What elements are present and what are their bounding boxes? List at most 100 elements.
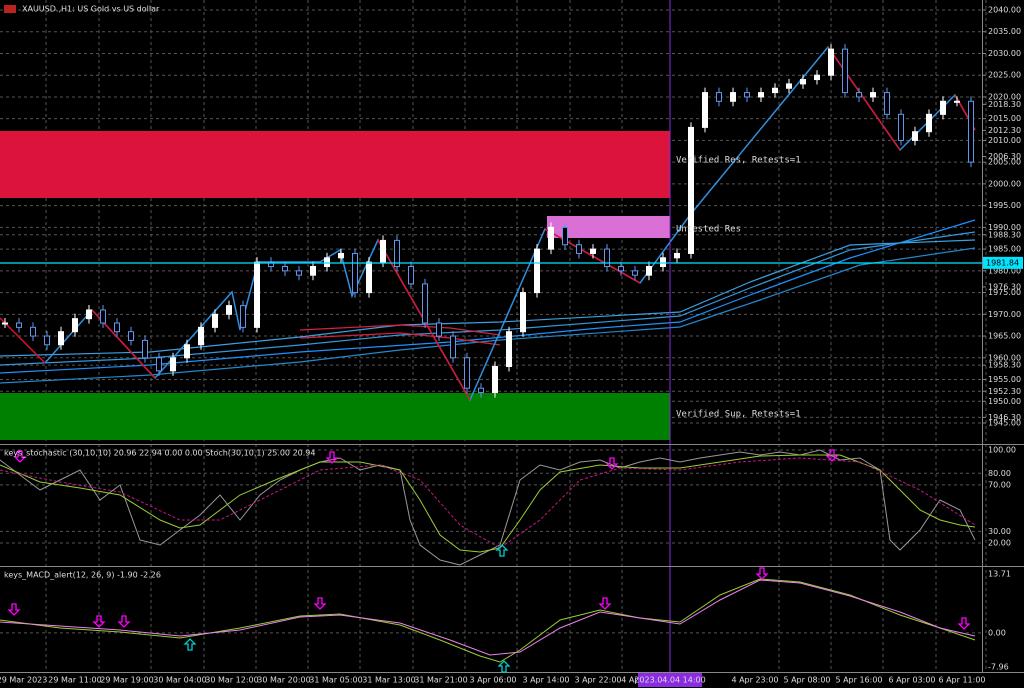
candle — [226, 305, 232, 315]
candle — [114, 322, 120, 333]
candle — [156, 357, 162, 372]
price-label: 1945.00 — [988, 419, 1021, 428]
candle — [646, 265, 652, 276]
candle — [128, 331, 134, 341]
time-label: 31 Mar 05:00 — [309, 676, 362, 685]
zone-label: Verified Res, Retests=1 — [676, 156, 801, 166]
current-price-box — [983, 256, 1023, 269]
candle — [618, 265, 624, 272]
candle — [576, 244, 582, 254]
candle — [688, 126, 694, 254]
price-label: 2030.00 — [988, 49, 1021, 58]
candle — [884, 92, 890, 115]
candle — [772, 87, 778, 94]
price-label: 2015.00 — [988, 114, 1021, 123]
candle — [730, 92, 736, 102]
candle — [548, 226, 554, 250]
price-label: 1970.00 — [988, 310, 1021, 319]
candle — [100, 309, 106, 324]
candle — [30, 326, 36, 337]
candle — [408, 265, 414, 285]
candle — [674, 252, 680, 259]
price-label: 1965.00 — [988, 332, 1021, 341]
price-label: 2012.30 — [988, 126, 1021, 135]
zigzag-down — [827, 46, 901, 151]
candle — [464, 357, 470, 389]
price-label: 2005.00 — [988, 158, 1021, 167]
macd-main — [0, 578, 976, 663]
candle — [520, 292, 526, 333]
candle — [534, 248, 540, 294]
candle — [240, 305, 246, 328]
candle — [814, 74, 820, 81]
macd-signal — [0, 579, 976, 656]
price-label: 1975.00 — [988, 288, 1021, 297]
candle — [2, 322, 8, 325]
time-label: 6 Apr 11:00 — [938, 676, 985, 685]
price-label: 1955.00 — [988, 375, 1021, 384]
stoch-signal — [0, 454, 976, 553]
price-label: 2035.00 — [988, 27, 1021, 36]
macd-label: 13.71 — [988, 570, 1011, 579]
time-label: 30 Mar 04:00 — [153, 676, 206, 685]
candle — [660, 257, 666, 267]
candle — [632, 270, 638, 276]
candle — [702, 92, 708, 128]
time-label: 3 Apr 22:00 — [574, 676, 621, 685]
candle — [492, 365, 498, 394]
stoch-label: 20.00 — [988, 539, 1011, 548]
time-label: 31 Mar 21:00 — [414, 676, 467, 685]
flag-icon — [4, 5, 16, 13]
candle — [212, 313, 218, 328]
candle — [338, 252, 344, 259]
candle — [590, 248, 596, 254]
candle — [954, 100, 960, 103]
zigzag-down — [0, 317, 46, 364]
untested-zone — [547, 216, 670, 238]
price-label: 1990.00 — [988, 223, 1021, 232]
cursor-time-label: 2023.04.04 14:00 — [634, 676, 705, 685]
candle — [786, 83, 792, 89]
price-label: 1988.30 — [988, 230, 1021, 239]
price-label: 1985.00 — [988, 245, 1021, 254]
macd-label: -7.96 — [988, 663, 1009, 672]
time-label: 30 Mar 20:00 — [257, 676, 310, 685]
macd-label: 0.00 — [988, 628, 1006, 637]
stoch-label: 100.00 — [988, 446, 1016, 455]
candle — [744, 92, 750, 98]
time-label: 5 Apr 08:00 — [783, 676, 830, 685]
time-label: 5 Apr 16:00 — [835, 676, 882, 685]
candle — [72, 318, 78, 333]
indicator-label: keys_stochastic (30,10,10) 20.96 22.94 0… — [4, 449, 315, 458]
time-label: 3 Apr 14:00 — [522, 676, 569, 685]
indicator-label: keys_MACD_alert(12, 26, 9) -1.90 -2.26 — [4, 571, 161, 580]
time-label: 30 Mar 12:00 — [205, 676, 258, 685]
time-label: 3 Apr 06:00 — [469, 676, 516, 685]
stoch-label: 30.00 — [988, 527, 1011, 536]
candle — [842, 48, 848, 94]
candle — [436, 322, 442, 337]
candle — [44, 335, 50, 346]
stoch-label: 80.00 — [988, 469, 1011, 478]
candle — [968, 100, 974, 163]
price-label: 2010.00 — [988, 136, 1021, 145]
resistance-zone — [0, 131, 670, 198]
price-label: 1952.30 — [988, 387, 1021, 396]
time-label: 31 Mar 13:00 — [362, 676, 415, 685]
candle — [16, 322, 22, 328]
candle — [198, 326, 204, 346]
candle — [184, 344, 190, 359]
candle — [506, 331, 512, 367]
price-label: 2025.00 — [988, 71, 1021, 80]
time-label: 29 Mar 19:00 — [100, 676, 153, 685]
candle — [758, 92, 764, 98]
candle — [912, 131, 918, 141]
time-label: 6 Apr 03:00 — [888, 676, 935, 685]
stoch-label: 70.00 — [988, 480, 1011, 489]
cursor-time-box — [638, 673, 702, 687]
candle — [324, 257, 330, 267]
candle — [352, 252, 358, 294]
signal-arrows — [7, 449, 971, 673]
time-label: 4 Apr 23:00 — [731, 676, 778, 685]
candle — [142, 339, 148, 359]
